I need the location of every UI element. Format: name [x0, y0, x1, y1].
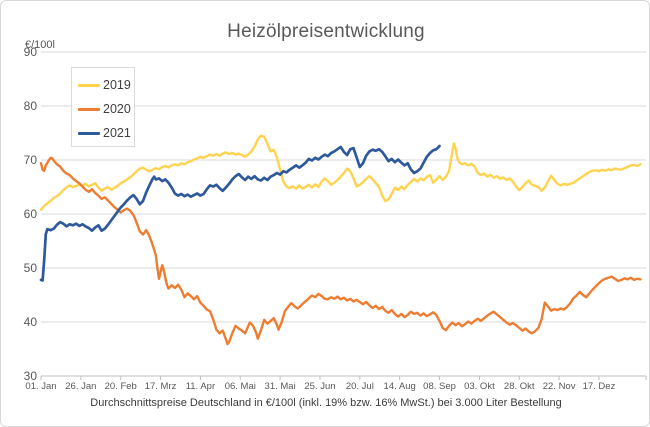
x-axis-tick-label: 03. Okt [464, 381, 495, 392]
x-axis-tick-label: 01. Jan [25, 381, 57, 392]
chart-title: Heizölpreisentwicklung [227, 21, 425, 42]
y-axis-tick-label: 70 [23, 153, 37, 167]
x-axis-tick-label: 31. Mai [264, 381, 296, 392]
x-axis-tick-label: 08. Sep [423, 381, 456, 392]
x-axis-tick-label: 11. Apr [185, 381, 216, 392]
legend-item-2020: 2020 [78, 102, 134, 116]
x-axis-tick-label: 26. Jan [65, 381, 97, 392]
legend-swatch [78, 83, 100, 87]
legend: 2019 2020 2021 [71, 67, 135, 147]
legend-label: 2021 [103, 126, 131, 140]
legend-label: 2019 [103, 78, 131, 92]
x-axis-tick-label: 20. Jul [345, 381, 374, 392]
x-axis-tick-label: 22. Nov [542, 381, 576, 392]
chart-footnote: Durchschnittspreise Deutschland in €/100… [90, 397, 562, 409]
series-line-2019 [39, 134, 642, 211]
x-axis-tick-label: 25. Jun [304, 381, 336, 392]
series-line-2020 [39, 156, 642, 346]
legend-swatch [78, 107, 100, 111]
y-axis-tick-label: 30 [23, 369, 37, 383]
x-axis-tick-label: 20. Feb [104, 381, 137, 392]
legend-swatch [78, 131, 100, 135]
x-axis-tick-label: 06. Mai [224, 381, 256, 392]
x-axis-tick-label: 28. Okt [503, 381, 535, 392]
legend-label: 2020 [103, 102, 131, 116]
x-axis-tick-label: 17. Dez [582, 381, 616, 392]
legend-item-2019: 2019 [78, 78, 134, 92]
legend-item-2021: 2021 [78, 126, 134, 140]
y-axis-tick-label: 40 [23, 315, 37, 329]
y-axis-unit-label: €/100l [25, 39, 55, 51]
x-axis-tick-label: 17. Mrz [144, 381, 177, 392]
x-axis-tick-label: 14. Aug [383, 381, 416, 392]
y-axis-tick-label: 50 [23, 261, 37, 275]
y-axis-tick-label: 90 [23, 45, 37, 59]
series-line-2021 [39, 144, 441, 282]
y-axis-tick-label: 80 [23, 99, 37, 113]
y-axis-tick-label: 60 [23, 207, 37, 221]
